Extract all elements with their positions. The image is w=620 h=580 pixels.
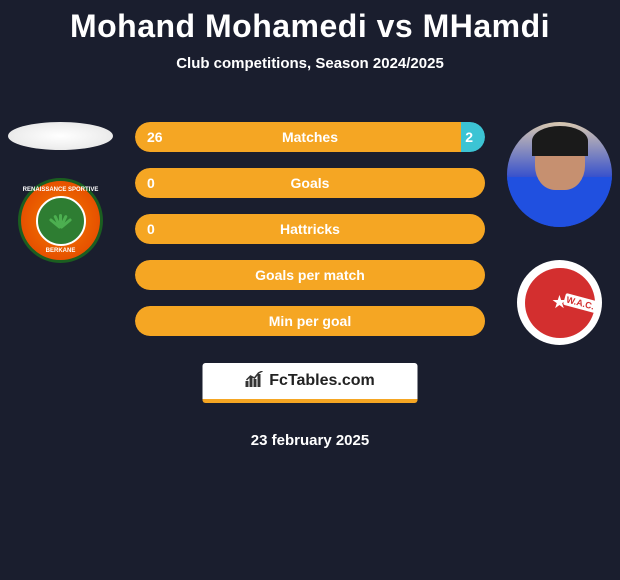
bar-label: Hattricks [135,221,485,237]
bar-label: Min per goal [135,313,485,329]
brand-text: FcTables.com [269,372,375,390]
subtitle: Club competitions, Season 2024/2025 [0,55,620,72]
star-icon: ★ [551,292,567,313]
stat-bar: Min per goal [135,306,485,336]
brand-box[interactable]: FcTables.com [203,363,418,403]
club1-text-bot: BERKANE [21,248,100,254]
stat-bar: Goals per match [135,260,485,290]
bar-value-left: 0 [147,221,155,237]
bar-label: Matches [135,129,485,145]
stat-bar: Hattricks0 [135,214,485,244]
stats-bars: Matches262Goals0Hattricks0Goals per matc… [135,122,485,352]
bar-value-left: 26 [147,129,163,145]
player2-avatar [507,122,612,227]
stat-bar: Goals0 [135,168,485,198]
bar-label: Goals [135,175,485,191]
bar-value-left: 0 [147,175,155,191]
page-title: Mohand Mohamedi vs MHamdi [0,0,620,45]
club2-text: W.A.C. [563,292,597,312]
bar-label: Goals per match [135,267,485,283]
stat-bar: Matches26 2 [135,122,485,152]
club1-text-top: RENAISSANCE SPORTIVE [21,187,100,193]
club1-badge: RENAISSANCE SPORTIVE BERKANE [18,178,103,263]
date-text: 23 february 2025 [0,432,620,449]
club2-badge: ★ W.A.C. [517,260,602,345]
chart-icon [245,371,263,392]
player1-avatar [8,122,113,150]
bar-value-right: 2 [465,129,473,145]
